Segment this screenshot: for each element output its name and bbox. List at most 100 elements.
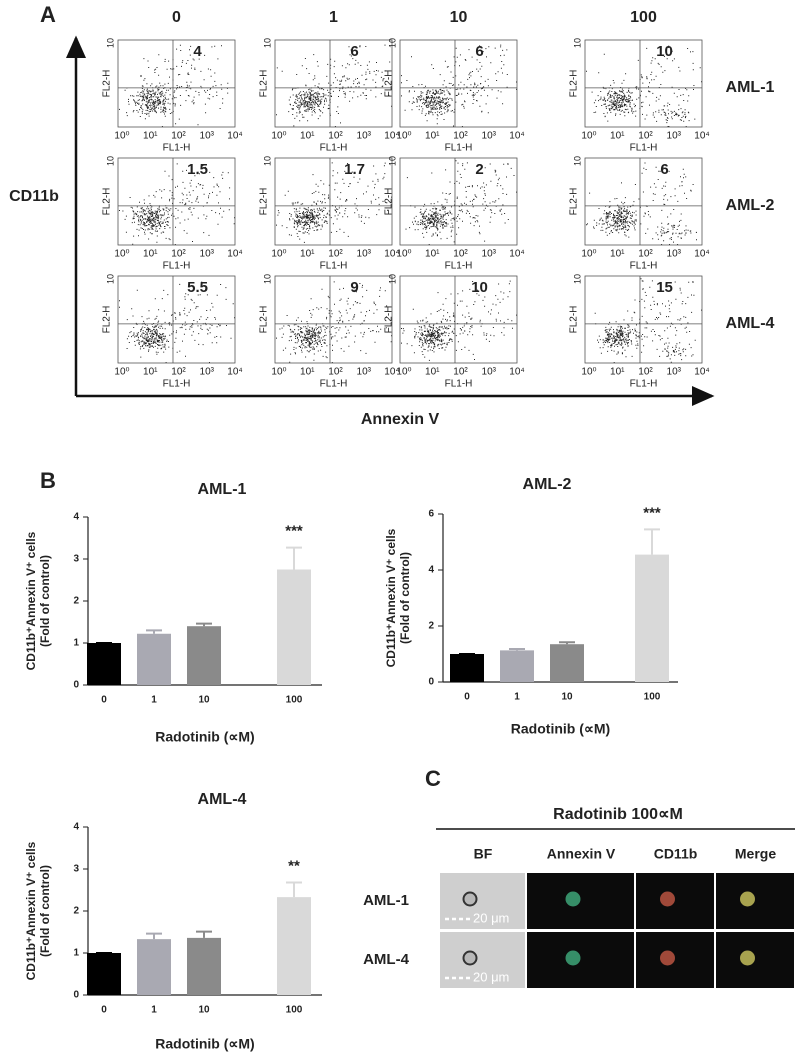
chart-title: AML-2 <box>523 476 572 493</box>
tick-label: 10⁴ <box>509 249 524 260</box>
tick-label: 10² <box>638 249 653 260</box>
y-tick-label: 2 <box>73 906 79 917</box>
error-bar <box>196 622 212 627</box>
plot-axis-label: FL1-H <box>630 143 658 154</box>
plot-axis-label: FL2-H <box>259 70 270 98</box>
plot-frame <box>274 39 393 128</box>
x-tick-label: 10 <box>198 695 210 706</box>
y-tick-label: 2 <box>428 621 434 632</box>
column-header: 100 <box>630 9 657 26</box>
plot-frame <box>274 157 393 246</box>
error-bar <box>559 641 575 645</box>
tick-label: 10² <box>171 367 186 378</box>
tick-label: 10 <box>572 156 582 166</box>
tick-label: 10² <box>171 249 186 260</box>
plot-axis-label: FL1-H <box>320 379 348 390</box>
plot-axis-label: FL1-H <box>445 261 473 272</box>
row-label: AML-1 <box>363 892 409 909</box>
tick-label: 10³ <box>357 131 372 142</box>
tick-label: 10⁰ <box>581 249 596 260</box>
image-tile <box>716 873 794 929</box>
tick-label: 10¹ <box>425 249 440 260</box>
cell <box>565 950 581 966</box>
plot-axis-label: FL2-H <box>569 306 580 334</box>
scatter-cloud <box>276 281 392 363</box>
tick-label: 10⁴ <box>384 249 399 260</box>
tick-label: 10⁴ <box>509 131 524 142</box>
bar <box>87 953 121 995</box>
bar <box>277 897 311 995</box>
y-tick-label: 3 <box>73 864 79 875</box>
tick-label: 10 <box>387 38 397 48</box>
x-tick-label: 1 <box>151 1005 157 1016</box>
quadrant-value: 10 <box>471 279 488 296</box>
error-bar <box>146 629 162 634</box>
error-bar <box>509 647 525 651</box>
y-tick-label: 1 <box>73 638 79 649</box>
scatter-cloud <box>119 44 229 128</box>
column-header: CD11b <box>654 846 698 862</box>
x-tick-label: 10 <box>561 692 573 703</box>
plot-axis-label: FL2-H <box>569 188 580 216</box>
y-axis-title: (Fold of control) <box>398 552 412 644</box>
tick-label: 10¹ <box>610 367 625 378</box>
tick-label: 10⁴ <box>384 367 399 378</box>
quadrant-value: 15 <box>656 279 673 296</box>
row-label: AML-4 <box>363 951 409 968</box>
plot-frame <box>399 275 518 364</box>
plot-axis-label: FL1-H <box>445 143 473 154</box>
image-tile <box>636 932 714 988</box>
tick-label: 10² <box>328 131 343 142</box>
tick-label: 10¹ <box>610 131 625 142</box>
tick-label: 10³ <box>200 367 215 378</box>
plot-frame <box>584 275 703 364</box>
plot-axis-label: FL1-H <box>445 379 473 390</box>
chart-title: AML-4 <box>198 791 247 808</box>
scatter-cloud <box>119 163 235 245</box>
plot-axis-label: FL2-H <box>384 306 395 334</box>
tick-label: 10¹ <box>610 249 625 260</box>
quadrant-value: 10 <box>656 43 673 60</box>
plot-axis-label: FL2-H <box>569 70 580 98</box>
tick-label: 10⁴ <box>694 367 709 378</box>
axis-title: Annexin V <box>361 411 440 428</box>
column-header: BF <box>474 846 493 862</box>
plot-axis-label: FL2-H <box>102 70 113 98</box>
tick-label: 10² <box>453 367 468 378</box>
significance: *** <box>643 504 661 521</box>
tick-label: 10⁰ <box>114 249 129 260</box>
tick-label: 10 <box>262 38 272 48</box>
bar <box>450 654 484 682</box>
y-tick-label: 2 <box>73 596 79 607</box>
plot-axis-label: FL1-H <box>630 261 658 272</box>
quadrant-value: 9 <box>350 279 358 296</box>
tick-label: 10¹ <box>143 131 158 142</box>
scatter-cloud <box>401 44 517 127</box>
x-tick-label: 10 <box>198 1005 210 1016</box>
tick-label: 10⁴ <box>509 367 524 378</box>
plot-axis-label: FL2-H <box>384 70 395 98</box>
panel-label: B <box>40 468 56 493</box>
panel-title: Radotinib 100∝M <box>553 806 683 823</box>
y-axis-title: (Fold of control) <box>38 555 52 647</box>
significance: *** <box>285 523 303 540</box>
x-tick-label: 100 <box>286 695 303 706</box>
tick-label: 10³ <box>357 249 372 260</box>
plot-axis-label: FL2-H <box>102 306 113 334</box>
quadrant-value: 6 <box>350 43 358 60</box>
tick-label: 10³ <box>667 249 682 260</box>
error-bar <box>286 546 302 570</box>
bar <box>635 554 669 682</box>
plot-axis-label: FL2-H <box>102 188 113 216</box>
tick-label: 10⁰ <box>114 367 129 378</box>
plot-frame <box>584 39 703 128</box>
image-tile <box>527 932 634 988</box>
plot-frame <box>399 157 518 246</box>
tick-label: 10⁴ <box>694 249 709 260</box>
tick-label: 10² <box>638 131 653 142</box>
axis-title: CD11b <box>9 188 59 205</box>
quadrant-value: 4 <box>193 43 202 60</box>
x-axis-title: Radotinib (∝M) <box>155 1036 254 1052</box>
x-tick-label: 100 <box>286 1005 303 1016</box>
scatter-cloud <box>401 280 517 361</box>
